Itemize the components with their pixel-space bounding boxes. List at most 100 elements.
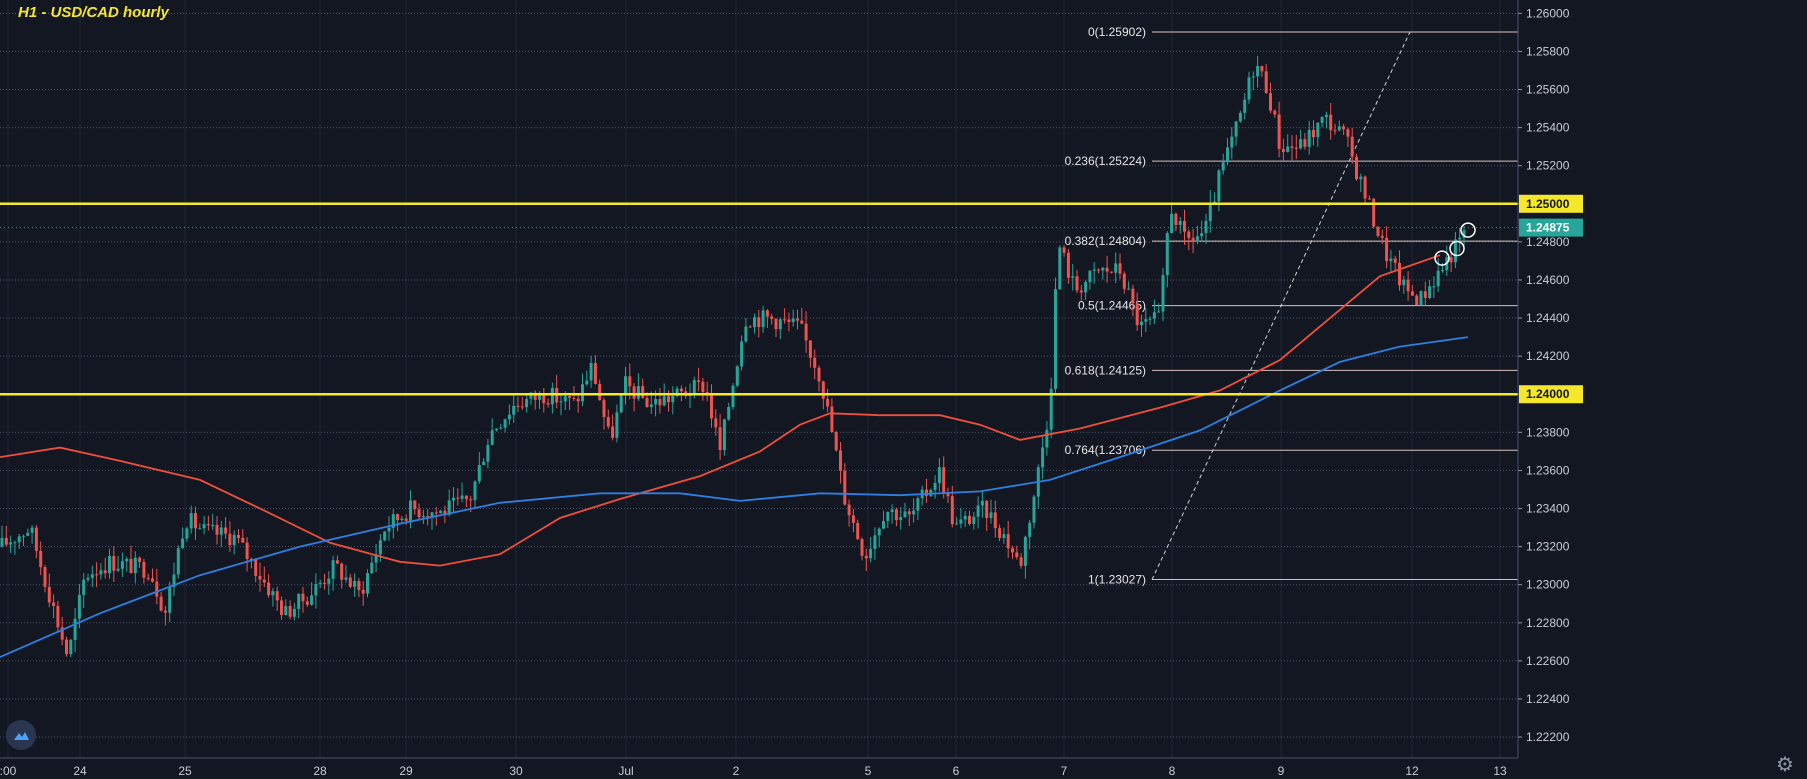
moving-average-line: [0, 336, 1469, 658]
candle-body: [486, 444, 490, 462]
candle-body: [1277, 114, 1281, 149]
candle-body: [1148, 318, 1152, 320]
x-tick-label: 5: [865, 764, 872, 778]
candle-body: [581, 384, 584, 402]
candle-body: [869, 548, 873, 559]
y-tick-label: 1.24400: [1526, 311, 1570, 325]
candle-body: [998, 528, 1002, 539]
candle-body: [1453, 239, 1457, 263]
candle-body: [26, 532, 30, 536]
candle-body: [0, 537, 4, 547]
candle-body: [1195, 236, 1199, 242]
candle-body: [1011, 548, 1014, 553]
candle-body: [198, 528, 202, 530]
fib-level-label: 0.764(1.23706): [1065, 443, 1146, 457]
candle-body: [1079, 290, 1083, 293]
candle-body: [361, 589, 365, 594]
candle-body: [434, 512, 438, 514]
chart-title: H1 - USD/CAD hourly: [18, 4, 169, 21]
candle-body: [740, 341, 744, 367]
candle-body: [1032, 496, 1036, 523]
candle-body: [232, 534, 236, 546]
candle-body: [959, 519, 963, 524]
candle-body: [211, 524, 215, 526]
candle-body: [830, 406, 834, 433]
candle-body: [340, 563, 344, 580]
candle-body: [649, 404, 653, 408]
tradingview-logo[interactable]: [6, 720, 36, 750]
candle-body: [1135, 303, 1139, 326]
candle-body: [563, 396, 567, 402]
fib-level-label: 0.618(1.24125): [1065, 363, 1146, 377]
candle-body: [1023, 536, 1027, 566]
candle-body: [675, 388, 679, 396]
candle-body: [224, 527, 228, 534]
settings-gear-icon[interactable]: ⚙: [1776, 752, 1794, 776]
candle-body: [1127, 288, 1131, 290]
x-tick-label: 29: [399, 764, 413, 778]
candle-body: [783, 319, 787, 321]
candle-body: [129, 558, 133, 574]
candle-body: [791, 318, 795, 322]
cloud-icon: [14, 732, 29, 740]
candle-body: [847, 504, 851, 516]
candle-body: [1217, 170, 1221, 202]
candle-body: [864, 555, 868, 559]
candle-body: [688, 394, 692, 397]
current-price-tag: [1519, 218, 1583, 237]
candle-body: [937, 467, 941, 484]
candle-body: [90, 574, 94, 578]
candle-body: [804, 323, 808, 341]
candle-body: [163, 610, 167, 613]
candle-body: [1006, 534, 1010, 549]
x-tick-label: 24: [73, 764, 87, 778]
candle-body: [1458, 237, 1462, 240]
candle-body: [1299, 139, 1303, 149]
candle-body: [851, 515, 855, 523]
candle-body: [546, 403, 550, 405]
candle-body: [77, 594, 81, 619]
candle-body: [421, 516, 425, 518]
candle-body: [490, 430, 494, 445]
candle-body: [1350, 136, 1354, 157]
candle-body: [108, 555, 111, 574]
candle-body: [1131, 288, 1135, 304]
candle-body: [120, 561, 124, 569]
candle-body: [542, 393, 546, 404]
candle-body: [327, 578, 331, 584]
candle-body: [821, 381, 825, 399]
y-tick-label: 1.26000: [1526, 6, 1570, 20]
candle-body: [99, 570, 103, 575]
candle-body: [1337, 126, 1341, 131]
candle-body: [477, 464, 481, 482]
candle-body: [1243, 99, 1247, 113]
candle-body: [834, 432, 838, 451]
y-tick-label: 1.24600: [1526, 273, 1570, 287]
candle-body: [284, 606, 288, 616]
candle-body: [323, 582, 326, 584]
candle-body: [714, 418, 718, 428]
candle-body: [1191, 237, 1195, 242]
candle-body: [73, 618, 77, 640]
candle-body: [916, 498, 920, 511]
candle-body: [572, 397, 576, 399]
candle-body: [1226, 147, 1229, 163]
candle-body: [469, 499, 473, 501]
candle-body: [267, 582, 271, 596]
candle-body: [206, 524, 210, 526]
candle-body: [1140, 321, 1143, 326]
candle-body: [525, 398, 529, 408]
candle-body: [176, 548, 180, 575]
candle-body: [516, 405, 520, 407]
candle-body: [1346, 129, 1350, 137]
candle-body: [761, 310, 765, 328]
candle-body: [1363, 176, 1367, 199]
candle-body: [1028, 522, 1032, 537]
fib-trend-line: [1151, 31, 1411, 580]
candle-body: [1187, 231, 1191, 238]
y-tick-label: 1.25400: [1526, 121, 1570, 135]
candle-body: [860, 539, 864, 556]
candle-body: [288, 606, 292, 617]
